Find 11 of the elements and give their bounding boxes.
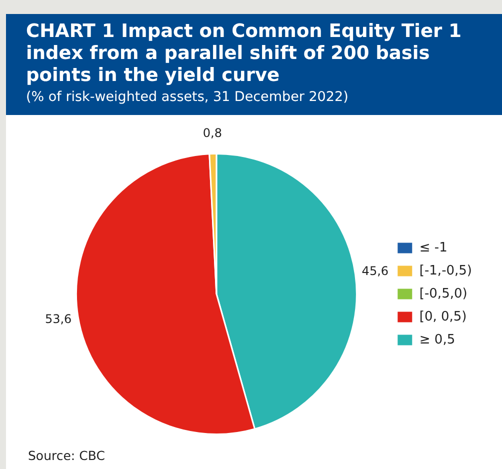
legend-label: [-0,5,0) xyxy=(419,286,468,302)
legend-label: ≤ -1 xyxy=(419,240,448,256)
legend-label: [0, 0,5) xyxy=(419,309,467,324)
data-label: 0,8 xyxy=(202,126,222,140)
chart-subtitle: (% of risk-weighted assets, 31 December 2022) xyxy=(26,88,350,106)
legend-label: [-1,-0,5) xyxy=(419,263,472,278)
data-label: 53,6 xyxy=(44,312,72,326)
legend-label: ≥ 0,5 xyxy=(419,332,456,348)
data-label: 45,6 xyxy=(362,264,389,278)
source-note: Source: CBC xyxy=(28,448,105,463)
chart-title: CHART 1 Impact on Common Equity Tier 1 index from a parallel shift of 200 basis points in the yield curve xyxy=(26,21,462,87)
